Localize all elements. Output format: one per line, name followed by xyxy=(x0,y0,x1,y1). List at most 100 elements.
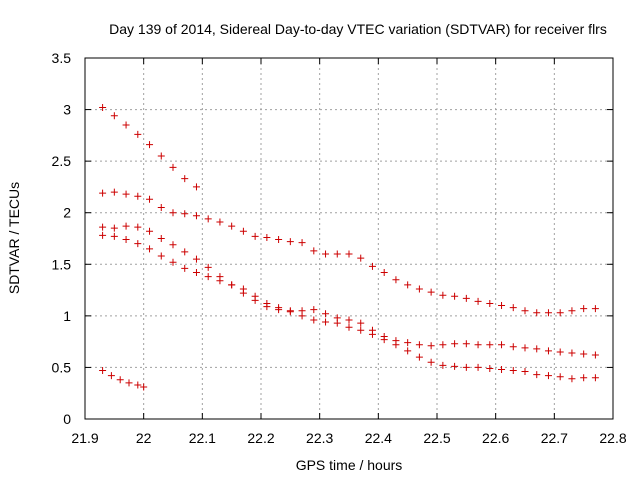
data-point xyxy=(157,252,165,260)
data-point xyxy=(404,347,412,355)
data-point xyxy=(415,353,423,361)
data-point xyxy=(345,250,353,258)
plot-frame xyxy=(84,57,614,420)
data-point xyxy=(333,250,341,258)
data-point xyxy=(486,299,494,307)
data-point xyxy=(591,351,599,359)
data-point xyxy=(157,204,165,212)
data-point xyxy=(509,367,517,375)
data-point xyxy=(125,379,133,387)
data-point xyxy=(275,236,283,244)
data-point xyxy=(580,374,588,382)
data-point xyxy=(486,341,494,349)
data-point xyxy=(99,189,107,197)
data-point xyxy=(556,348,564,356)
data-point xyxy=(357,254,365,262)
data-point xyxy=(107,372,115,380)
data-point xyxy=(533,371,541,379)
data-point xyxy=(251,292,259,300)
data-point xyxy=(556,373,564,381)
data-point xyxy=(181,264,189,272)
data-point xyxy=(474,363,482,371)
data-point xyxy=(533,345,541,353)
data-point xyxy=(134,223,142,231)
data-point xyxy=(216,218,224,226)
data-point xyxy=(322,250,330,258)
data-point xyxy=(169,163,177,171)
y-axis-label: SDTVAR / TECUs xyxy=(6,182,22,294)
data-point xyxy=(204,273,212,281)
data-point xyxy=(498,302,506,310)
data-point xyxy=(110,232,118,240)
series-satellite-e xyxy=(99,367,148,391)
y-tick-label: 0.5 xyxy=(52,359,72,375)
data-point xyxy=(509,343,517,351)
data-point xyxy=(580,350,588,358)
axis-ticks xyxy=(84,57,614,420)
data-point xyxy=(239,227,247,235)
data-point xyxy=(439,341,447,349)
y-tick-label: 3 xyxy=(63,102,71,118)
y-tick-label: 1 xyxy=(63,308,71,324)
data-point xyxy=(427,358,435,366)
data-point xyxy=(146,195,154,203)
grid xyxy=(85,58,613,419)
x-tick-label: 22.3 xyxy=(306,430,333,446)
data-point xyxy=(544,347,552,355)
data-point xyxy=(157,235,165,242)
x-tick-labels: 21.9 22 22.1 22.2 22.3 22.4 22.5 22.6 22.7 22.8 xyxy=(71,430,626,446)
data-point xyxy=(380,336,388,344)
x-tick-label: 21.9 xyxy=(71,430,98,446)
data-point xyxy=(568,349,576,357)
data-point xyxy=(204,263,212,271)
data-point xyxy=(404,339,412,347)
data-point xyxy=(580,305,588,313)
data-point xyxy=(146,141,154,149)
data-point xyxy=(345,323,353,331)
data-point xyxy=(310,306,318,314)
data-point xyxy=(110,224,118,232)
data-point xyxy=(368,262,376,270)
data-point xyxy=(591,305,599,313)
data-point xyxy=(451,340,459,348)
series-satellite-a xyxy=(99,104,200,191)
data-point xyxy=(462,340,470,348)
data-point xyxy=(521,307,529,315)
data-point xyxy=(568,307,576,315)
data-point xyxy=(427,342,435,350)
data-point xyxy=(181,248,189,256)
data-point xyxy=(404,281,412,289)
data-point xyxy=(392,276,400,284)
x-tick-label: 22.8 xyxy=(599,430,626,446)
series-satellite-b xyxy=(99,188,599,317)
data-point xyxy=(122,121,130,129)
data-point xyxy=(451,362,459,370)
data-point xyxy=(380,269,388,277)
data-point xyxy=(116,376,124,384)
data-point xyxy=(286,238,294,246)
data-point xyxy=(439,291,447,299)
data-point xyxy=(134,130,142,138)
data-point xyxy=(204,215,212,223)
data-point xyxy=(275,304,283,312)
y-tick-label: 0 xyxy=(63,411,71,427)
data-point xyxy=(181,210,189,218)
data-point xyxy=(140,383,148,391)
data-point xyxy=(451,292,459,300)
data-point xyxy=(533,309,541,317)
data-point xyxy=(110,188,118,196)
data-point xyxy=(310,316,318,324)
data-point xyxy=(368,330,376,338)
data-point xyxy=(357,326,365,334)
data-point xyxy=(99,231,107,239)
y-tick-label: 2.5 xyxy=(52,153,72,169)
data-point xyxy=(333,319,341,327)
data-point xyxy=(509,304,517,312)
data-point xyxy=(591,374,599,382)
x-tick-label: 22.2 xyxy=(247,430,274,446)
data-point xyxy=(498,341,506,349)
data-point xyxy=(568,375,576,383)
data-point xyxy=(169,258,177,266)
data-point xyxy=(298,239,306,247)
data-point xyxy=(146,227,154,235)
